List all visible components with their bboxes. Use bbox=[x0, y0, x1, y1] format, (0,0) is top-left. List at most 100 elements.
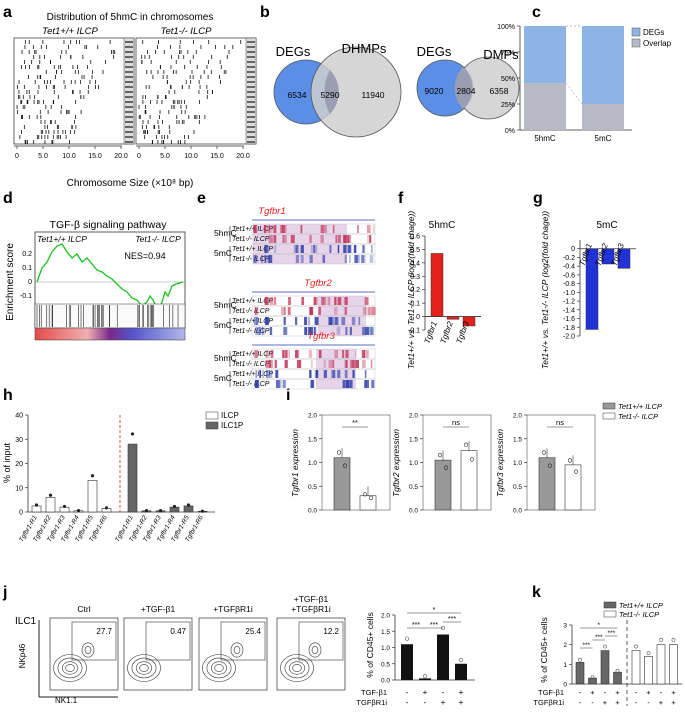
e-track bbox=[251, 253, 376, 265]
k-legend-label: Tet1-/- ILCP bbox=[619, 610, 659, 619]
e-signal bbox=[273, 225, 277, 233]
g-ytick-label: -1.0 bbox=[563, 290, 575, 297]
j-facs-title: +TGFβR1i bbox=[291, 604, 331, 614]
e-mark-label: 5hmC bbox=[214, 300, 237, 310]
k-point bbox=[615, 668, 620, 673]
e-signal bbox=[268, 370, 273, 378]
e-signal bbox=[318, 307, 322, 315]
venn1-left-name: DEGs bbox=[276, 44, 311, 59]
e-signal bbox=[343, 297, 346, 305]
e-signal bbox=[337, 245, 340, 253]
j-contour bbox=[280, 654, 314, 682]
e-signal bbox=[352, 360, 356, 368]
j-gate bbox=[71, 621, 117, 661]
e-signal bbox=[299, 360, 302, 368]
j-contour bbox=[214, 664, 224, 672]
k-bar bbox=[600, 650, 610, 685]
f-title: 5hmC bbox=[429, 220, 456, 231]
e-signal bbox=[349, 327, 352, 335]
e-signal bbox=[357, 255, 360, 263]
i1-ytick-label: 0.0 bbox=[308, 508, 317, 515]
e-mark-label: 5hmC bbox=[214, 353, 237, 363]
e-signal bbox=[309, 255, 313, 263]
chromosome-track-left bbox=[13, 37, 135, 145]
e-signal bbox=[363, 255, 366, 263]
e-gene-name: Tgfbr3 bbox=[307, 331, 335, 342]
f-ytick-label: 0 bbox=[416, 314, 420, 321]
e-signal bbox=[368, 307, 371, 315]
e-signal bbox=[338, 297, 342, 305]
i3-ytick-label: 1.0 bbox=[513, 460, 522, 467]
e-signal bbox=[282, 380, 286, 388]
e-signal bbox=[283, 307, 286, 315]
j-facs-frame bbox=[49, 617, 119, 691]
j-sign: + bbox=[441, 698, 446, 707]
k-point bbox=[590, 675, 595, 680]
e-signal bbox=[371, 307, 376, 315]
e-signal bbox=[270, 350, 274, 358]
e-signal bbox=[255, 327, 259, 335]
f-ytick-label: -0.1 bbox=[408, 328, 420, 335]
k-row-inh: TGFβR1i bbox=[533, 698, 564, 707]
j-contour bbox=[308, 642, 322, 658]
panel-a-xtick-label: 5.0 bbox=[38, 153, 48, 160]
j-row-inh: TGFβR1i bbox=[356, 698, 387, 707]
e-signal bbox=[261, 255, 264, 263]
panel-label-h: h bbox=[3, 387, 13, 404]
e-signal bbox=[322, 297, 327, 305]
panel-g-chart: 5mC Tet1+/+ vs. Tet1-/- ILCP (log2(fold c… bbox=[540, 211, 636, 369]
panel-d-ytick: 0.2 bbox=[22, 251, 32, 258]
i2-point bbox=[469, 457, 475, 462]
g-title: 5mC bbox=[596, 220, 617, 231]
e-signal bbox=[347, 245, 351, 253]
e-signal bbox=[264, 297, 269, 305]
k-bar bbox=[588, 677, 597, 685]
panel-a-xtick-label: 20.0 bbox=[114, 153, 128, 160]
f-xtick-label: Tgfbr2 bbox=[439, 320, 456, 345]
e-signal bbox=[256, 317, 259, 325]
e-signal bbox=[265, 360, 270, 368]
i3-point bbox=[573, 469, 579, 474]
j-sign: - bbox=[406, 688, 409, 697]
h-bar bbox=[31, 505, 42, 513]
e-signal bbox=[334, 317, 339, 325]
k-bar bbox=[669, 644, 678, 685]
i2-point bbox=[437, 453, 443, 458]
c-legend-label: DEGs bbox=[643, 28, 664, 37]
j-bar bbox=[437, 634, 449, 680]
k-bar bbox=[644, 656, 653, 685]
c-xtick-label: 5mC bbox=[595, 134, 612, 143]
h-point bbox=[200, 509, 205, 513]
i1-point bbox=[362, 492, 368, 497]
e-signal bbox=[254, 350, 258, 358]
panel-c-chart: 0% 25% 50% 75% 100% 5hmC 5mC DEGs Overlap bbox=[497, 24, 671, 143]
e-signal bbox=[344, 255, 347, 263]
e-signal bbox=[254, 380, 259, 388]
j-point bbox=[404, 636, 410, 641]
e-signal bbox=[348, 380, 353, 388]
e-signal bbox=[295, 317, 298, 325]
c-ytick-label: 100% bbox=[497, 24, 515, 31]
e-signal bbox=[362, 245, 365, 253]
panel-f-chart: 5hmC Tet1+/+ vs. Tet1-/- ILCP (log2(fold … bbox=[406, 211, 481, 369]
i1-point bbox=[368, 495, 374, 500]
venn1-right-name: DHMPs bbox=[342, 41, 387, 56]
gsea-rank-heatbar bbox=[34, 327, 186, 341]
e-signal bbox=[365, 380, 369, 388]
e-geno-label: Tet1-/- ILCP bbox=[232, 236, 270, 243]
panel-a-right-label: Tet1-/- ILCP bbox=[161, 26, 213, 37]
e-geno-label: Tet1+/+ ILCP bbox=[232, 351, 273, 358]
k-sig: *** bbox=[582, 642, 590, 649]
panel-d-nes: NES=0.94 bbox=[124, 251, 165, 261]
h-legend-label: ILC1P bbox=[221, 421, 243, 430]
i2-ytick-label: 0.0 bbox=[409, 508, 418, 515]
h-bar bbox=[127, 443, 138, 513]
j-gate bbox=[145, 621, 191, 661]
k-ytick-label: 3 bbox=[563, 623, 567, 630]
i1-ytick-label: 1.5 bbox=[308, 436, 317, 443]
j-facs-frame bbox=[276, 617, 346, 691]
j-sig: *** bbox=[448, 616, 456, 623]
e-signal bbox=[346, 380, 348, 388]
panel-b: DEGs DHMPs 6534 5290 11940 DEGs DMPs 902… bbox=[273, 41, 520, 138]
e-signal bbox=[296, 360, 300, 368]
